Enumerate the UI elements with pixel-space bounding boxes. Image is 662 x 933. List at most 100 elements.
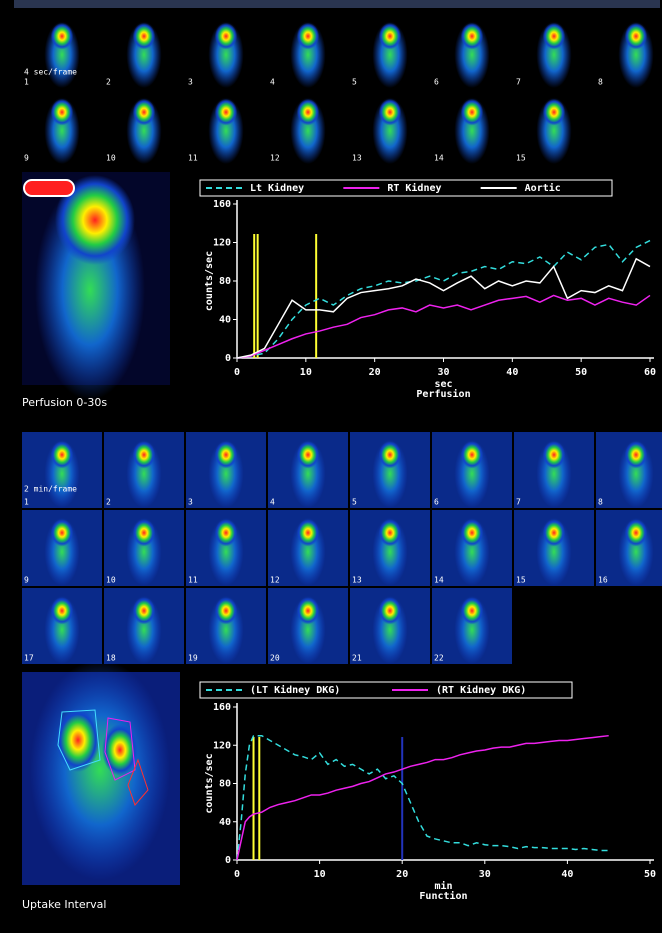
tile-hot — [379, 23, 401, 50]
frame-label: 19 — [188, 654, 198, 663]
frame-label: 3 — [188, 498, 193, 507]
tile-hot — [215, 23, 237, 50]
x-tick-label: 40 — [506, 367, 518, 378]
tile-hot — [133, 441, 155, 468]
frame-rate: 2 min/frame — [24, 485, 77, 494]
frame-label: 15 — [516, 154, 526, 163]
y-tick-label: 120 — [213, 740, 231, 751]
perfusion-image — [22, 172, 170, 400]
tile-hot — [543, 441, 565, 468]
tile-hot — [51, 519, 73, 546]
tile-hot — [51, 23, 73, 50]
tile-hot — [625, 441, 647, 468]
tile-hot — [297, 441, 319, 468]
tile-hot — [297, 23, 319, 50]
tile-hot — [133, 519, 155, 546]
tile-hot — [297, 519, 319, 546]
tile-hot — [133, 597, 155, 624]
frame-label: 4 — [270, 498, 275, 507]
tile-hot — [461, 441, 483, 468]
x-tick-label: 50 — [575, 367, 587, 378]
subtitle: Perfusion — [416, 388, 470, 400]
frame-label: 5 — [352, 78, 357, 87]
frame-label: 11 — [188, 154, 198, 163]
frame-label: 12 — [270, 576, 280, 585]
tile-hot — [625, 23, 647, 50]
x-tick-label: 20 — [369, 367, 381, 378]
x-tick-label: 60 — [644, 367, 656, 378]
x-tick-label: 20 — [396, 869, 408, 880]
tile-hot — [215, 519, 237, 546]
legend-label: (RT Kidney DKG) — [436, 684, 526, 696]
x-tick-label: 40 — [561, 869, 573, 880]
tile-hot — [215, 597, 237, 624]
tile-hot — [461, 597, 483, 624]
x-tick-label: 10 — [314, 869, 326, 880]
tile-hot — [51, 597, 73, 624]
tile-hot — [379, 441, 401, 468]
y-tick-label: 40 — [219, 817, 231, 828]
frame-label: 13 — [352, 576, 362, 585]
tile-hot — [215, 99, 237, 126]
legend-label: Lt Kidney — [250, 182, 304, 194]
tile-hot — [51, 441, 73, 468]
frame-label: 14 — [434, 576, 444, 585]
frame-label: 20 — [270, 654, 280, 663]
body — [30, 660, 170, 880]
frame-label: 9 — [24, 576, 29, 585]
frame-label: 10 — [106, 576, 116, 585]
frame-label: 11 — [188, 576, 198, 585]
tile-hot — [133, 23, 155, 50]
y-tick-label: 120 — [213, 238, 231, 249]
frame-label: 21 — [352, 654, 362, 663]
frame-label: 7 — [516, 78, 521, 87]
frame-label: 12 — [270, 154, 280, 163]
tile-hot — [379, 519, 401, 546]
y-tick-label: 0 — [225, 353, 231, 364]
legend-label: Aortic — [525, 182, 561, 194]
subtitle: Function — [419, 890, 467, 902]
function-image — [22, 660, 180, 885]
y-tick-label: 80 — [219, 779, 231, 790]
tile-hot — [543, 23, 565, 50]
arm — [24, 180, 74, 196]
frame-label: 22 — [434, 654, 444, 663]
frame-label: 1 — [24, 498, 29, 507]
frame-label: 3 — [188, 78, 193, 87]
frame-label: 1 — [24, 78, 29, 87]
tile-hot — [379, 597, 401, 624]
x-tick-label: 0 — [234, 367, 240, 378]
frame-label: 6 — [434, 78, 439, 87]
tile-hot — [51, 99, 73, 126]
tile-hot — [297, 99, 319, 126]
y-tick-label: 160 — [213, 199, 231, 210]
frame-label: 4 — [270, 78, 275, 87]
frame-label: 14 — [434, 154, 444, 163]
frame-label: 15 — [516, 576, 526, 585]
y-axis-label: counts/sec — [204, 753, 215, 813]
frame-label: 17 — [24, 654, 34, 663]
screen: 1234567891011121314154 sec/frame12345678… — [0, 0, 662, 933]
frame-label: 13 — [352, 154, 362, 163]
x-tick-label: 50 — [644, 869, 656, 880]
y-tick-label: 160 — [213, 702, 231, 713]
frame-label: 8 — [598, 78, 603, 87]
tile-hot — [215, 441, 237, 468]
frame-label: 5 — [352, 498, 357, 507]
tile-hot — [461, 519, 483, 546]
legend-label: RT Kidney — [387, 182, 441, 194]
x-tick-label: 10 — [300, 367, 312, 378]
tile-hot — [543, 99, 565, 126]
frame-label: 2 — [106, 78, 111, 87]
tile-hot — [461, 23, 483, 50]
tile-hot — [379, 99, 401, 126]
tile-hot — [461, 99, 483, 126]
tile-hot — [625, 519, 647, 546]
caption: Perfusion 0-30s — [22, 396, 107, 409]
frame-label: 10 — [106, 154, 116, 163]
x-tick-label: 30 — [437, 367, 449, 378]
top-bar — [14, 0, 660, 8]
frame-label: 8 — [598, 498, 603, 507]
frame-label: 9 — [24, 154, 29, 163]
y-tick-label: 0 — [225, 855, 231, 866]
